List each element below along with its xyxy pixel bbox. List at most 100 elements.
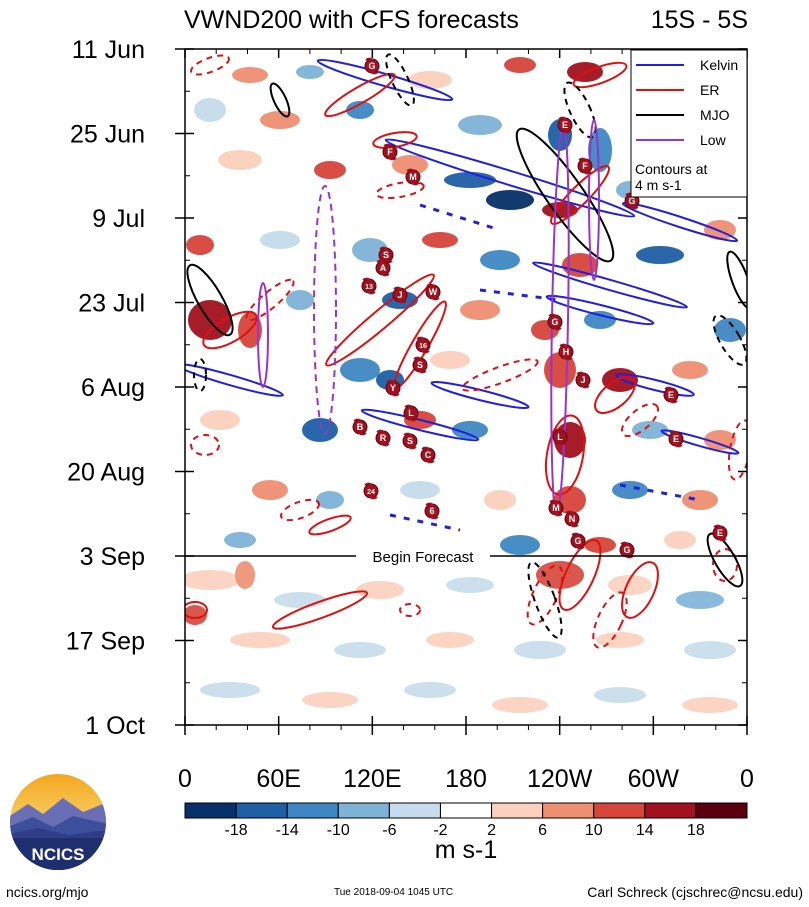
- colorbar-units: m s-1: [435, 836, 498, 864]
- colorbar-swatch: [184, 802, 237, 819]
- colorbar-swatch: [491, 802, 544, 819]
- cyclone-marker: A: [375, 259, 391, 277]
- colorbar-label: -2: [433, 822, 447, 839]
- cyclone-label: 13: [365, 284, 373, 291]
- cyclone-marker: H: [558, 343, 574, 361]
- chart-title: VWND200 with CFS forecasts: [184, 6, 519, 34]
- cyclone-label: C: [425, 450, 432, 460]
- colorbar-swatch: [235, 802, 288, 819]
- y-tick-label: 1 Oct: [85, 712, 145, 740]
- y-tick-label: 17 Sep: [66, 628, 145, 656]
- colorbar-label: 18: [687, 822, 705, 839]
- y-tick-label: 23 Jul: [78, 290, 145, 318]
- cyclone-label: 16: [419, 343, 427, 350]
- legend-label-mjo: MJO: [700, 107, 730, 123]
- cyclone-marker: 13: [361, 277, 377, 295]
- cyclone-label: S: [407, 436, 413, 446]
- ncics-logo: NCICS: [10, 774, 106, 870]
- cyclone-label: E: [673, 434, 679, 444]
- cyclone-label: G: [628, 196, 635, 206]
- x-tick-label: 120W: [527, 765, 593, 793]
- cyclone-label: A: [380, 263, 387, 273]
- cyclone-marker: W: [425, 283, 441, 301]
- cyclone-label: H: [563, 347, 570, 357]
- cyclone-marker: S: [412, 356, 428, 374]
- cyclone-marker: L: [552, 428, 568, 446]
- cyclone-marker: E: [668, 430, 684, 448]
- colorbar-swatch: [286, 802, 339, 819]
- cyclone-marker: E: [557, 116, 573, 134]
- x-tick-label: 0: [178, 765, 192, 793]
- chart-region: 15S - 5S: [651, 6, 748, 34]
- x-tick-label: 180: [445, 765, 487, 793]
- y-tick-label: 25 Jun: [70, 121, 145, 149]
- footer-author: Carl Schreck (cjschrec@ncsu.edu): [587, 884, 803, 900]
- cyclone-label: L: [557, 432, 563, 442]
- legend-note-1: Contours at: [635, 161, 707, 177]
- cyclone-label: G: [623, 545, 630, 555]
- cyclone-marker: G: [547, 313, 563, 331]
- y-tick-label: 20 Aug: [67, 459, 145, 487]
- cyclone-label: J: [580, 375, 585, 385]
- colorbar-label: 6: [538, 822, 547, 839]
- y-tick-label: 11 Jun: [72, 36, 145, 64]
- cyclone-marker: S: [402, 432, 418, 450]
- cyclone-label: N: [569, 514, 576, 524]
- x-tick-label: 120E: [343, 765, 401, 793]
- cyclone-marker: Y: [385, 379, 401, 397]
- forecast-label-bg: [356, 546, 490, 566]
- footer-timestamp: Tue 2018-09-04 1045 UTC: [334, 887, 454, 898]
- cyclone-label: J: [397, 290, 402, 300]
- cyclone-marker: G: [619, 541, 635, 559]
- cyclone-marker: E: [663, 386, 679, 404]
- y-tick-label: 3 Sep: [80, 543, 145, 571]
- cyclone-label: F: [582, 161, 588, 171]
- colorbar-swatch: [593, 802, 646, 819]
- cyclone-marker: S: [378, 246, 394, 264]
- y-tick-label: 9 Jul: [92, 205, 145, 233]
- colorbar-label: 14: [636, 822, 654, 839]
- logo-text: NCICS: [32, 845, 85, 864]
- cyclone-label: G: [574, 536, 581, 546]
- cyclone-marker: R: [375, 429, 391, 447]
- cyclone-marker: F: [577, 157, 593, 175]
- x-axis: 0 60E 120E 180 120W 60W 0: [178, 49, 754, 793]
- cyclone-label: 24: [367, 489, 375, 496]
- colorbar-label: 10: [585, 822, 603, 839]
- colorbar-label: -10: [327, 822, 350, 839]
- colorbar-label: -18: [225, 822, 248, 839]
- x-tick-label: 60W: [628, 765, 680, 793]
- cyclone-label: W: [429, 287, 438, 297]
- cyclone-marker: G: [570, 532, 586, 550]
- cyclone-label: R: [380, 433, 387, 443]
- cyclone-marker: F: [382, 143, 398, 161]
- cyclone-label: E: [668, 390, 674, 400]
- cyclone-label: F: [387, 147, 393, 157]
- cyclone-marker: M: [548, 499, 564, 517]
- legend-label-er: ER: [700, 82, 719, 98]
- y-tick-label: 6 Aug: [81, 374, 145, 402]
- cyclone-label: E: [562, 120, 568, 130]
- colorbar-label: 2: [487, 822, 496, 839]
- x-tick-label: 60E: [256, 765, 300, 793]
- cyclone-label: G: [368, 61, 375, 71]
- cyclone-marker: N: [564, 510, 580, 528]
- cyclone-label: S: [417, 360, 423, 370]
- x-tick-label: 0: [740, 765, 754, 793]
- cyclone-marker: E: [712, 524, 728, 542]
- footer-left[interactable]: ncics.org/mjo: [6, 884, 89, 900]
- cyclone-label: E: [717, 528, 723, 538]
- y-axis: 11 Jun 25 Jun 9 Jul 23 Jul 6 Aug 20 Aug 3 Sep 1…: [66, 36, 747, 740]
- colorbar: -18 -14 -10 -6 -2 2 6 10 14 18: [184, 802, 748, 839]
- cyclone-marker: L: [403, 404, 419, 422]
- cyclone-label: 6: [429, 506, 434, 516]
- cyclone-marker: 16: [415, 336, 431, 354]
- colorbar-label: -6: [382, 822, 396, 839]
- cyclone-label: S: [383, 250, 389, 260]
- cyclone-marker: B: [352, 418, 368, 436]
- legend-label-kelvin: Kelvin: [700, 57, 738, 73]
- colorbar-swatch: [695, 802, 748, 819]
